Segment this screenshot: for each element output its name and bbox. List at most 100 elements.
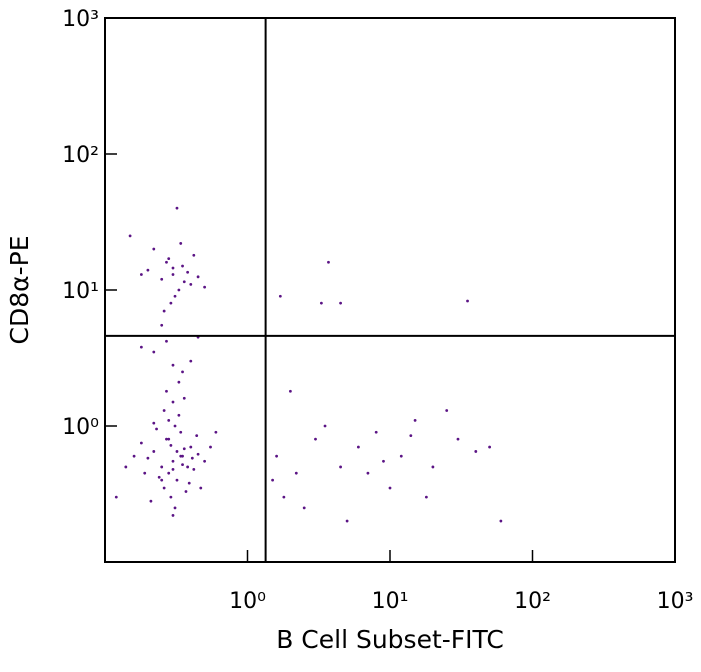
event-dot xyxy=(171,363,175,367)
event-dot xyxy=(288,389,292,393)
x-tick-label: 10³ xyxy=(657,589,694,614)
event-dot xyxy=(327,260,330,264)
event-dot xyxy=(189,445,193,449)
event-dot xyxy=(173,294,177,298)
event-dot xyxy=(177,380,181,384)
event-dot xyxy=(143,471,147,475)
event-dot xyxy=(177,288,181,292)
y-tick-label: 10³ xyxy=(62,7,99,32)
event-dot xyxy=(177,413,181,417)
event-dot xyxy=(175,478,179,482)
event-dot xyxy=(445,409,449,412)
event-dot xyxy=(146,268,150,272)
event-dot xyxy=(345,519,349,523)
event-dot xyxy=(182,447,186,451)
event-dot xyxy=(152,247,156,251)
x-tick-label: 10¹ xyxy=(372,589,409,614)
event-dot xyxy=(409,434,413,437)
event-dot xyxy=(128,234,132,238)
event-dot xyxy=(314,437,317,441)
event-dot xyxy=(171,400,175,404)
event-dot xyxy=(182,396,186,400)
event-dot xyxy=(186,270,190,274)
event-dot xyxy=(179,242,183,245)
event-dot xyxy=(339,465,342,469)
event-dot xyxy=(152,350,156,354)
event-dot xyxy=(488,445,492,449)
event-dot xyxy=(302,506,306,510)
event-dot xyxy=(186,465,190,469)
event-dot xyxy=(209,445,212,449)
event-dot xyxy=(139,273,143,276)
event-dot xyxy=(139,345,143,349)
event-dot xyxy=(139,441,143,445)
event-dot xyxy=(181,463,184,467)
x-axis-title: B Cell Subset-FITC xyxy=(276,625,504,654)
event-dot xyxy=(214,430,218,434)
event-dot xyxy=(160,277,164,281)
event-dot xyxy=(167,257,171,261)
event-dot xyxy=(189,359,193,363)
event-dot xyxy=(155,427,158,431)
event-dot xyxy=(190,456,194,460)
event-dot xyxy=(356,445,360,449)
event-dot xyxy=(162,309,166,313)
event-dot xyxy=(171,459,175,463)
y-tick-label: 10⁰ xyxy=(62,415,99,440)
event-dot xyxy=(160,465,164,469)
event-dot xyxy=(282,495,286,499)
event-dot xyxy=(165,260,168,264)
event-dot xyxy=(171,467,175,471)
y-tick-label: 10¹ xyxy=(62,279,99,304)
event-dot xyxy=(146,456,150,460)
x-tick-label: 10² xyxy=(514,589,551,614)
y-tick-label: 10² xyxy=(62,143,99,168)
event-dot xyxy=(167,471,171,475)
event-dot xyxy=(182,280,186,284)
event-dot xyxy=(165,339,168,343)
event-dot xyxy=(294,471,298,475)
event-dot xyxy=(456,437,460,441)
event-dot xyxy=(171,266,175,270)
event-dot xyxy=(175,450,179,453)
event-dot xyxy=(179,454,183,458)
event-dot xyxy=(169,495,173,499)
event-dot xyxy=(278,294,282,298)
event-dot xyxy=(152,421,156,425)
event-dot xyxy=(184,490,188,493)
event-dot xyxy=(366,471,370,475)
event-dot xyxy=(323,424,327,428)
event-dot xyxy=(413,418,417,422)
y-axis-title: CD8α-PE xyxy=(5,236,34,345)
event-dot xyxy=(173,506,177,510)
event-dot xyxy=(181,264,184,268)
event-dot xyxy=(169,444,173,447)
event-dot xyxy=(160,323,164,327)
event-dot xyxy=(165,389,168,393)
event-dot xyxy=(424,495,428,499)
event-dot xyxy=(189,282,193,286)
event-dot xyxy=(192,467,196,471)
event-dot xyxy=(466,299,469,303)
event-dot xyxy=(173,424,177,428)
event-dot xyxy=(339,301,342,305)
plot-frame xyxy=(104,17,676,563)
event-dot xyxy=(399,454,403,458)
event-dot xyxy=(149,499,153,503)
event-dot xyxy=(187,481,191,485)
event-dot xyxy=(319,301,323,305)
event-dot xyxy=(157,475,161,479)
event-dot xyxy=(499,519,503,523)
event-dot xyxy=(374,430,378,434)
event-dot xyxy=(196,275,200,279)
event-dot xyxy=(275,454,278,458)
event-dot xyxy=(474,450,478,453)
event-dot xyxy=(124,465,128,469)
event-dot xyxy=(132,454,136,458)
event-dot xyxy=(271,478,274,482)
event-dot xyxy=(195,434,199,437)
event-dot xyxy=(167,418,171,422)
event-dot xyxy=(382,459,385,463)
event-dot xyxy=(203,459,207,463)
